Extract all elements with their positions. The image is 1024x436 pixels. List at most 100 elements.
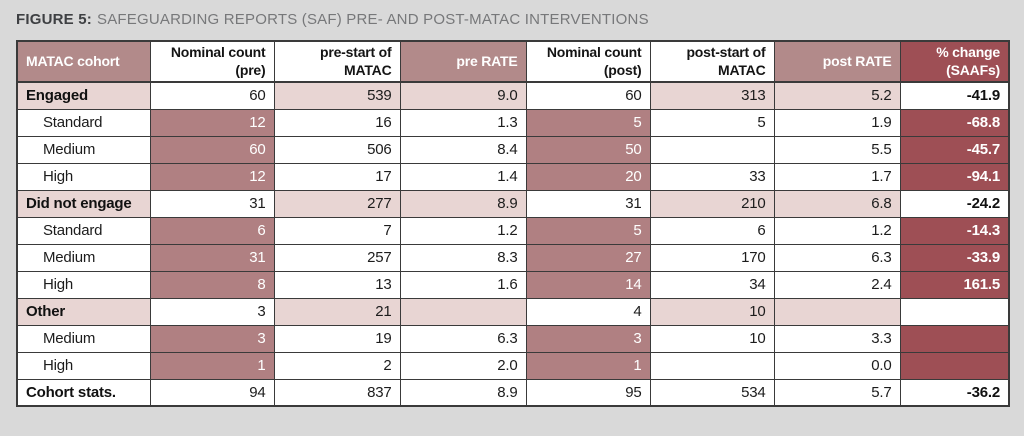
column-header-6: post RATE — [773, 40, 901, 83]
column-header-7: % change (SAAFs) — [899, 40, 1010, 83]
value-cell: 257 — [273, 243, 401, 272]
sub-row: Medium 3 19 6.3 3 10 3.3 — [16, 324, 1010, 353]
value-cell: 210 — [649, 189, 775, 218]
cohort-label-cell: Standard — [16, 216, 151, 245]
value-cell — [399, 297, 527, 326]
figure-number: FIGURE 5: — [16, 11, 92, 28]
table-body: Engaged 60 539 9.0 60 313 5.2 -41.9 Standard 12 16… — [16, 81, 1010, 407]
saf-reports-table: MATAC cohort Nominal count (pre) pre-start… — [16, 40, 1010, 407]
figure-title: FIGURE 5: SAFEGUARDING REPORTS (SAF) PRE-… — [16, 11, 1008, 28]
column-header-5: post-start of MATAC — [649, 40, 775, 83]
column-header-0: MATAC cohort — [16, 40, 151, 83]
value-cell: 6 — [649, 216, 775, 245]
value-cell: 5.5 — [773, 135, 901, 164]
value-cell: 8 — [149, 270, 275, 299]
value-cell: 1.2 — [399, 216, 527, 245]
value-cell: 0.0 — [773, 351, 901, 380]
value-cell: 31 — [149, 189, 275, 218]
group-row: Other 3 21 4 10 — [16, 297, 1010, 326]
cohort-label-cell: High — [16, 270, 151, 299]
value-cell: 837 — [273, 378, 401, 407]
value-cell: 20 — [525, 162, 651, 191]
value-cell: -41.9 — [899, 81, 1010, 110]
value-cell: 2.0 — [399, 351, 527, 380]
value-cell: 16 — [273, 108, 401, 137]
value-cell — [899, 324, 1010, 353]
table-header: MATAC cohort Nominal count (pre) pre-start… — [16, 40, 1010, 83]
value-cell: 14 — [525, 270, 651, 299]
cohort-label-cell: Standard — [16, 108, 151, 137]
cohort-label-cell: Medium — [16, 135, 151, 164]
value-cell: 1.4 — [399, 162, 527, 191]
value-cell: -45.7 — [899, 135, 1010, 164]
value-cell: 313 — [649, 81, 775, 110]
cohort-label-cell: Medium — [16, 243, 151, 272]
value-cell: 277 — [273, 189, 401, 218]
sub-row: Medium 31 257 8.3 27 170 6.3 -33.9 — [16, 243, 1010, 272]
value-cell: 8.9 — [399, 378, 527, 407]
value-cell — [773, 297, 901, 326]
value-cell: 5 — [525, 216, 651, 245]
sub-row: Standard 6 7 1.2 5 6 1.2 -14.3 — [16, 216, 1010, 245]
value-cell: 17 — [273, 162, 401, 191]
value-cell: 95 — [525, 378, 651, 407]
value-cell: 3 — [149, 324, 275, 353]
value-cell: 6.3 — [399, 324, 527, 353]
cohort-label-cell: High — [16, 162, 151, 191]
column-header-3: pre RATE — [399, 40, 527, 83]
value-cell: 3 — [149, 297, 275, 326]
value-cell: 94 — [149, 378, 275, 407]
cohort-label-cell: Did not engage — [16, 189, 151, 218]
value-cell: 1.6 — [399, 270, 527, 299]
value-cell: 5 — [525, 108, 651, 137]
cohort-label-cell: Cohort stats. — [16, 378, 151, 407]
value-cell: 2 — [273, 351, 401, 380]
value-cell: 60 — [149, 135, 275, 164]
value-cell: 6.3 — [773, 243, 901, 272]
value-cell: 8.3 — [399, 243, 527, 272]
sub-row: Standard 12 16 1.3 5 5 1.9 -68.8 — [16, 108, 1010, 137]
value-cell: 5.7 — [773, 378, 901, 407]
cohort-label-cell: Engaged — [16, 81, 151, 110]
value-cell: 2.4 — [773, 270, 901, 299]
value-cell: 170 — [649, 243, 775, 272]
sub-row: High 8 13 1.6 14 34 2.4 161.5 — [16, 270, 1010, 299]
value-cell: -33.9 — [899, 243, 1010, 272]
value-cell: -36.2 — [899, 378, 1010, 407]
value-cell: 4 — [525, 297, 651, 326]
value-cell: 161.5 — [899, 270, 1010, 299]
value-cell: 50 — [525, 135, 651, 164]
header-row: MATAC cohort Nominal count (pre) pre-start… — [16, 40, 1010, 83]
value-cell: 33 — [649, 162, 775, 191]
value-cell — [899, 351, 1010, 380]
sub-row: High 12 17 1.4 20 33 1.7 -94.1 — [16, 162, 1010, 191]
figure-title-text: SAFEGUARDING REPORTS (SAF) PRE- AND POST… — [96, 11, 649, 28]
value-cell: 13 — [273, 270, 401, 299]
group-row: Did not engage 31 277 8.9 31 210 6.8 -24.2 — [16, 189, 1010, 218]
value-cell: 5 — [649, 108, 775, 137]
column-header-2: pre-start of MATAC — [273, 40, 401, 83]
value-cell: 1.2 — [773, 216, 901, 245]
value-cell: 6.8 — [773, 189, 901, 218]
value-cell: 10 — [649, 324, 775, 353]
value-cell: 534 — [649, 378, 775, 407]
column-header-4: Nominal count (post) — [525, 40, 651, 83]
value-cell: 539 — [273, 81, 401, 110]
value-cell: 8.4 — [399, 135, 527, 164]
cohort-label-cell: Other — [16, 297, 151, 326]
value-cell: 5.2 — [773, 81, 901, 110]
value-cell — [649, 135, 775, 164]
value-cell: 506 — [273, 135, 401, 164]
value-cell: 8.9 — [399, 189, 527, 218]
value-cell: 19 — [273, 324, 401, 353]
value-cell: 1.3 — [399, 108, 527, 137]
value-cell: 1.9 — [773, 108, 901, 137]
value-cell: -14.3 — [899, 216, 1010, 245]
value-cell: -24.2 — [899, 189, 1010, 218]
value-cell: 6 — [149, 216, 275, 245]
value-cell: 12 — [149, 162, 275, 191]
value-cell: 31 — [149, 243, 275, 272]
value-cell: 3 — [525, 324, 651, 353]
value-cell: 27 — [525, 243, 651, 272]
